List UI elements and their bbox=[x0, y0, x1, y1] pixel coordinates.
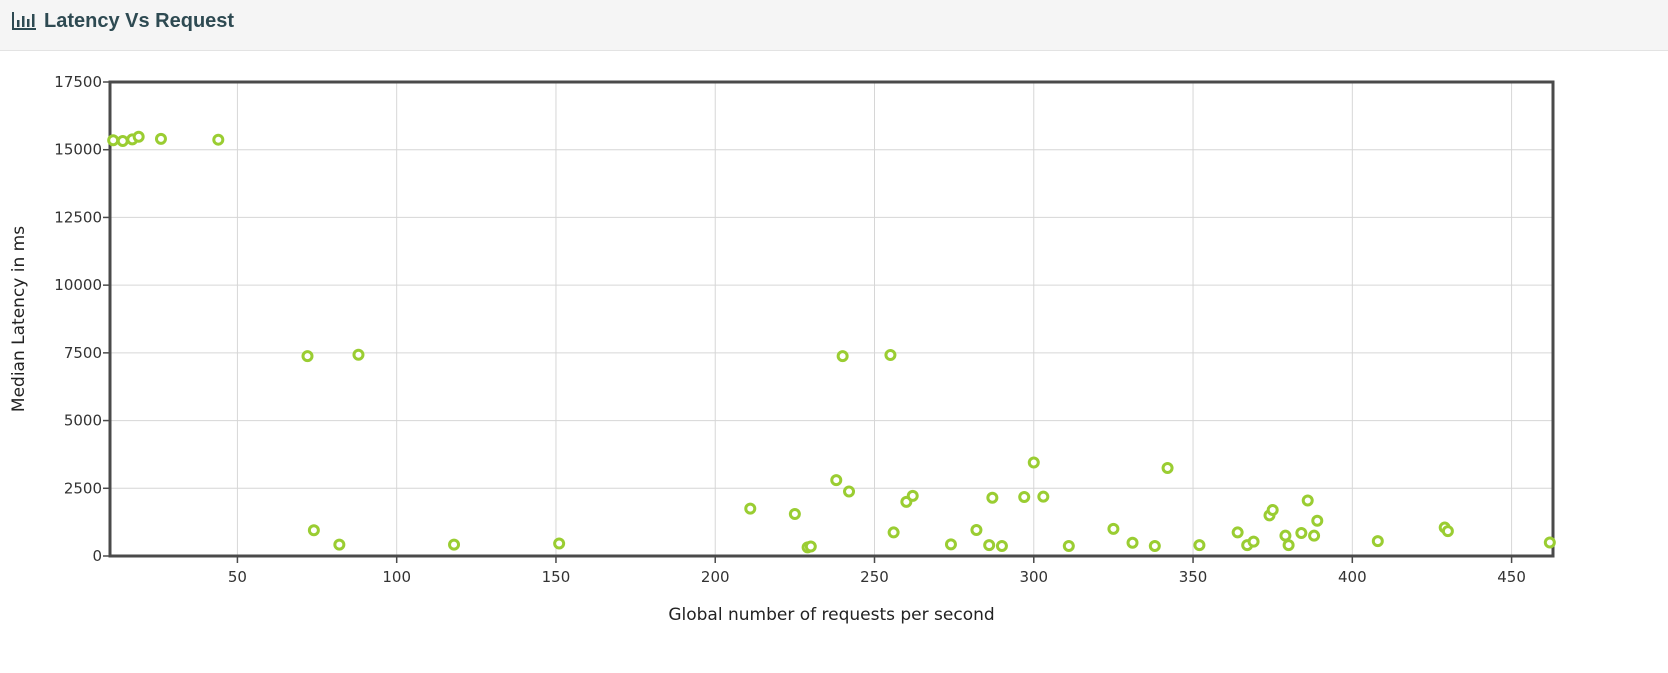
x-tick-label: 150 bbox=[542, 568, 571, 586]
data-point[interactable] bbox=[212, 133, 225, 146]
data-point[interactable] bbox=[1247, 535, 1260, 548]
data-point[interactable] bbox=[944, 538, 957, 551]
data-point[interactable] bbox=[788, 508, 801, 521]
x-tick-label: 400 bbox=[1338, 568, 1367, 586]
data-point[interactable] bbox=[1543, 536, 1556, 549]
data-point[interactable] bbox=[1301, 494, 1314, 507]
x-axis-ticks: 50 100 150 200 250 300 350 400 450 bbox=[228, 556, 1526, 586]
plot-frame bbox=[108, 80, 1555, 558]
data-point[interactable] bbox=[1441, 525, 1454, 538]
y-tick-label: 2500 bbox=[64, 479, 102, 497]
data-point[interactable] bbox=[1231, 526, 1244, 539]
x-tick-label: 300 bbox=[1019, 568, 1048, 586]
panel-title: Latency Vs Request bbox=[44, 10, 235, 32]
bar-chart-icon bbox=[12, 12, 36, 30]
data-point[interactable] bbox=[1062, 539, 1075, 552]
y-tick-label: 0 bbox=[92, 547, 102, 565]
data-point[interactable] bbox=[1148, 539, 1161, 552]
data-point[interactable] bbox=[843, 485, 856, 498]
data-point[interactable] bbox=[1126, 536, 1139, 549]
data-point[interactable] bbox=[1282, 539, 1295, 552]
data-point[interactable] bbox=[553, 537, 566, 550]
y-tick-label: 17500 bbox=[54, 73, 102, 91]
data-point[interactable] bbox=[1266, 503, 1279, 516]
data-point[interactable] bbox=[301, 350, 314, 363]
data-point[interactable] bbox=[836, 350, 849, 363]
data-point[interactable] bbox=[1107, 522, 1120, 535]
grid-lines bbox=[110, 81, 1553, 557]
data-point[interactable] bbox=[1311, 514, 1324, 527]
data-point[interactable] bbox=[352, 348, 365, 361]
data-point[interactable] bbox=[995, 539, 1008, 552]
data-point[interactable] bbox=[986, 491, 999, 504]
data-point[interactable] bbox=[132, 130, 145, 143]
x-axis-label: Global number of requests per second bbox=[668, 605, 994, 625]
scatter-chart: 0 2500 5000 7500 10000 12500 15000 17500 50 100 1… bbox=[9, 73, 1556, 625]
x-tick-label: 50 bbox=[228, 568, 247, 586]
data-point[interactable] bbox=[983, 539, 996, 552]
data-point[interactable] bbox=[1279, 529, 1292, 542]
data-point[interactable] bbox=[1295, 526, 1308, 539]
data-point[interactable] bbox=[887, 526, 900, 539]
panel-header: Latency Vs Request bbox=[0, 0, 1668, 51]
x-tick-label: 350 bbox=[1179, 568, 1208, 586]
x-tick-label: 450 bbox=[1497, 568, 1526, 586]
x-tick-label: 250 bbox=[860, 568, 889, 586]
data-point[interactable] bbox=[107, 134, 120, 147]
x-tick-label: 100 bbox=[382, 568, 411, 586]
data-point[interactable] bbox=[333, 538, 346, 551]
data-point[interactable] bbox=[830, 474, 843, 487]
data-point[interactable] bbox=[1027, 456, 1040, 469]
data-points bbox=[107, 130, 1556, 554]
y-axis-ticks: 0 2500 5000 7500 10000 12500 15000 17500 bbox=[54, 73, 110, 565]
data-point[interactable] bbox=[154, 132, 167, 145]
data-point[interactable] bbox=[448, 538, 461, 551]
data-point[interactable] bbox=[116, 135, 129, 148]
data-point[interactable] bbox=[307, 524, 320, 537]
y-tick-label: 5000 bbox=[64, 412, 102, 430]
data-point[interactable] bbox=[1161, 461, 1174, 474]
data-point[interactable] bbox=[884, 349, 897, 362]
y-axis-label: Median Latency in ms bbox=[9, 226, 29, 412]
data-point[interactable] bbox=[1193, 539, 1206, 552]
data-point[interactable] bbox=[906, 489, 919, 502]
data-point[interactable] bbox=[1018, 490, 1031, 503]
y-tick-label: 7500 bbox=[64, 344, 102, 362]
data-point[interactable] bbox=[804, 540, 817, 553]
y-tick-label: 10000 bbox=[54, 276, 102, 294]
y-tick-label: 15000 bbox=[54, 141, 102, 159]
data-point[interactable] bbox=[744, 502, 757, 515]
data-point[interactable] bbox=[1371, 535, 1384, 548]
x-tick-label: 200 bbox=[701, 568, 730, 586]
data-point[interactable] bbox=[1037, 490, 1050, 503]
y-tick-label: 12500 bbox=[54, 208, 102, 226]
data-point[interactable] bbox=[970, 523, 983, 536]
data-point[interactable] bbox=[1308, 529, 1321, 542]
